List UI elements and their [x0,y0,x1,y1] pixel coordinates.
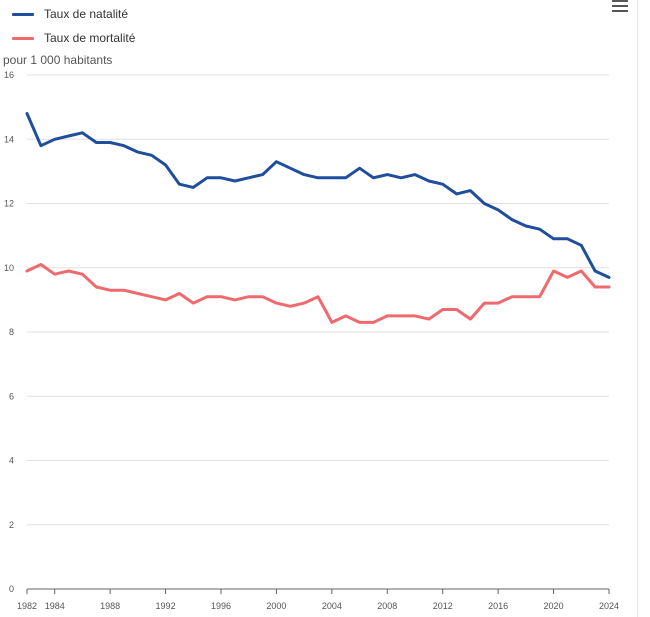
y-tick-label: 16 [4,70,14,80]
y-tick-label: 10 [4,263,14,273]
x-tick-label: 2008 [377,601,397,611]
legend-label-mortalite: Taux de mortalité [44,31,136,45]
axes: 0 2 4 6 8 10 12 14 16 1982 1984 1988 1992 1996 2000 200… [4,70,619,611]
x-tick-label: 1996 [211,601,231,611]
x-tick-label: 1992 [156,601,176,611]
chart-container-border [637,0,638,617]
y-tick-label: 0 [9,584,14,594]
series-lines [25,112,611,324]
y-tick-label: 12 [4,199,14,209]
x-tick-label: 1982 [17,601,37,611]
x-tick-label: 2020 [544,601,564,611]
x-tick-label: 1988 [100,601,120,611]
y-tick-label: 6 [9,391,14,401]
series-line-mortalite [25,263,611,324]
y-tick-label: 2 [9,520,14,530]
hamburger-menu-icon[interactable] [612,0,628,13]
x-tick-label: 1984 [45,601,65,611]
x-tick-label: 2000 [266,601,286,611]
x-tick-label: 2012 [433,601,453,611]
series-line-natalite [25,112,611,279]
y-tick-label: 4 [9,456,14,466]
grid-lines [27,74,609,526]
legend-swatch-natalite [12,12,34,16]
x-tick-label: 2004 [322,601,342,611]
x-tick-label: 2024 [599,601,619,611]
x-tick-label: 2016 [488,601,508,611]
y-tick-label: 8 [9,327,14,337]
y-axis-unit-label: pour 1 000 habitants [3,53,113,67]
legend-item-mortalite[interactable]: Taux de mortalité [12,26,135,50]
legend-swatch-mortalite [12,36,34,40]
y-tick-label: 14 [4,134,14,144]
legend-label-natalite: Taux de natalité [44,7,129,21]
legend-item-natalite[interactable]: Taux de natalité [12,2,135,26]
legend: Taux de natalité Taux de mortalité [12,2,135,50]
